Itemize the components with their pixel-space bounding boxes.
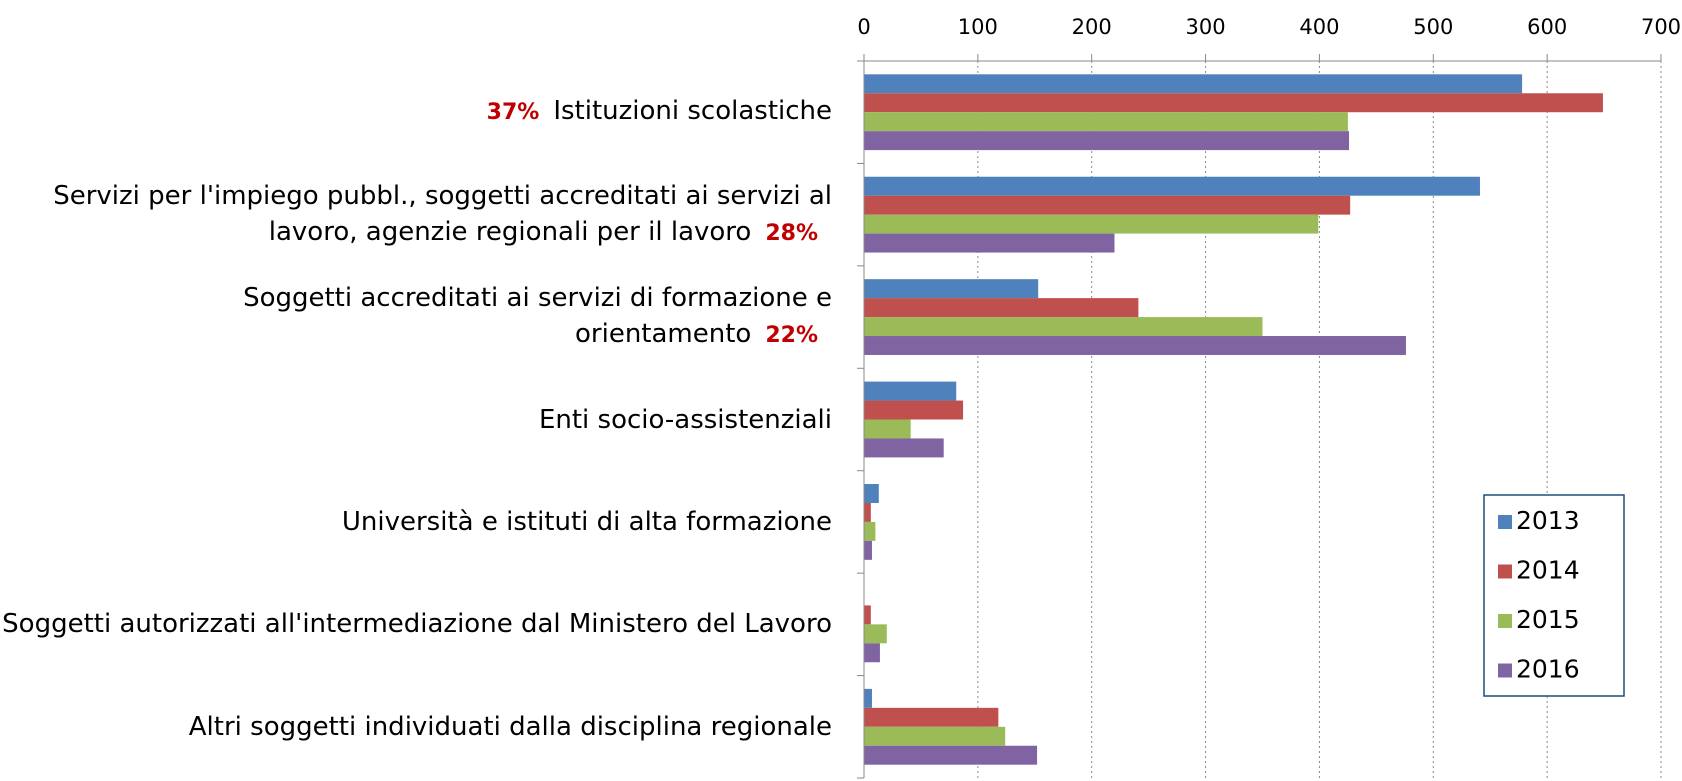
category-text: Servizi per l'impiego pubbl., soggetti a… [53,180,832,247]
x-tick-label: 100 [958,15,998,39]
bar [864,74,1523,94]
bar [864,131,1350,151]
bar [864,298,1139,318]
x-tick-label: 300 [1186,15,1226,39]
category-text: Soggetti accreditati ai servizi di forma… [243,283,832,350]
legend-label: 2013 [1516,506,1580,535]
annotation: 22% [765,323,818,349]
x-tick-label: 400 [1299,15,1339,39]
category-label: 37% Istituzioni scolastiche [0,93,832,131]
category-label: Servizi per l'impiego pubbl., soggetti a… [0,178,832,252]
category-label: Soggetti autorizzati all'intermediazione… [0,606,832,642]
category-text: Università e istituti di alta formazione [341,506,832,537]
x-tick-label: 600 [1527,15,1567,39]
bar [864,233,1115,253]
bar [864,745,1038,765]
category-label: Università e istituti di alta formazione [0,504,832,540]
category-label: Soggetti accreditati ai servizi di forma… [0,280,832,354]
category-text: Enti socio-assistenziali [538,404,832,435]
bar [864,317,1263,337]
category-text: Istituzioni scolastiche [553,96,832,127]
bar [864,502,871,522]
bar [864,214,1319,234]
legend-swatch [1498,663,1512,678]
bar [864,707,999,727]
bar [864,540,872,560]
annotation: 37% [486,100,540,126]
legend-swatch [1498,564,1512,579]
legend-label: 2016 [1516,655,1580,684]
bar [864,176,1480,196]
category-text: Altri soggetti individuati dalla discipl… [188,711,832,742]
legend-swatch [1498,515,1512,529]
legend-swatch [1498,614,1512,628]
bar [864,484,879,503]
bar [864,726,1006,746]
x-tick-label: 500 [1413,15,1453,39]
x-tick-label: 700 [1641,15,1681,39]
category-label: Enti socio-assistenziali [0,402,832,438]
bar [864,400,964,420]
bar [864,521,876,541]
bar [864,688,872,708]
bar [864,195,1351,215]
category-label: Altri soggetti individuati dalla discipl… [0,709,832,745]
legend-label: 2014 [1516,556,1580,585]
bar [864,419,911,439]
bar [864,381,957,401]
x-tick-label: 200 [1072,15,1112,39]
annotation: 28% [765,220,818,246]
bar [864,438,944,458]
legend-label: 2015 [1516,605,1580,634]
bar [864,112,1348,132]
bar [864,279,1039,299]
bar [864,605,871,625]
bar [864,93,1603,113]
category-text: Soggetti autorizzati all'intermediazione… [2,609,832,640]
bar [864,336,1406,355]
x-tick-label: 0 [857,15,870,39]
bar [864,643,880,663]
bar [864,624,887,644]
